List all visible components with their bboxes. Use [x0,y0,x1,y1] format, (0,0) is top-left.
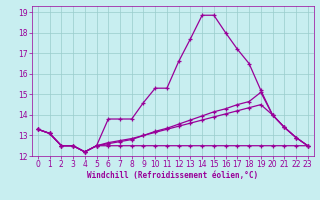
X-axis label: Windchill (Refroidissement éolien,°C): Windchill (Refroidissement éolien,°C) [87,171,258,180]
